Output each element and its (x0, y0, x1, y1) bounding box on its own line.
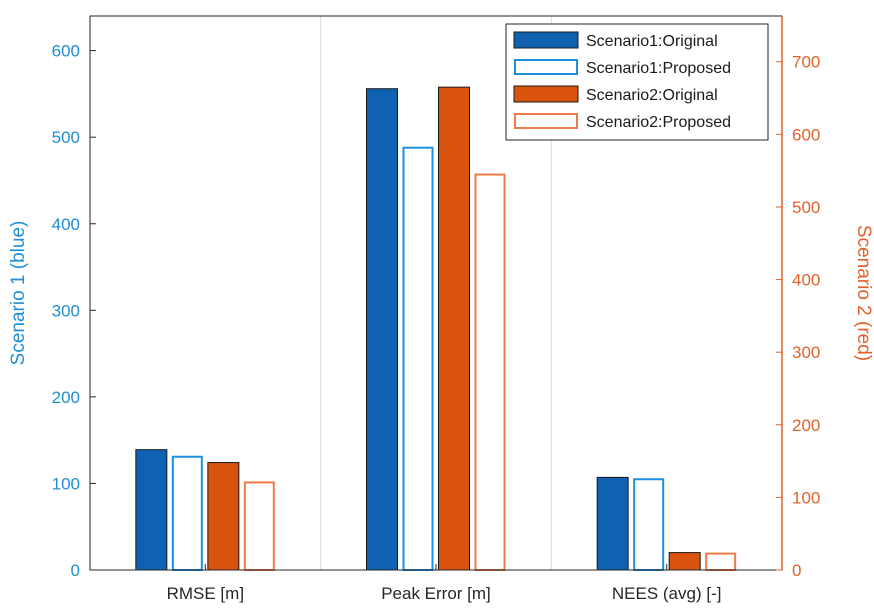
right-tick-label: 0 (792, 561, 801, 580)
left-axis-label: Scenario 1 (blue) (8, 221, 29, 366)
bar-scenario1-proposed-2 (633, 478, 665, 571)
x-tick-label: Peak Error [m] (381, 584, 491, 603)
legend: Scenario1:Original Scenario1:Proposed Scen… (505, 23, 769, 141)
x-tick-label: RMSE [m] (167, 584, 244, 603)
bar-scenario1-proposed-1 (402, 146, 434, 571)
bar-scenario2-original-1 (438, 86, 470, 571)
legend-entry-label: Scenario2:Original (586, 87, 718, 104)
left-tick-label: 600 (52, 42, 80, 61)
left-tick-label: 0 (71, 561, 80, 580)
bar-scenario1-proposed-0 (171, 455, 203, 571)
right-tick-label: 600 (792, 125, 820, 144)
right-axis-label: Scenario 2 (red) (853, 225, 874, 361)
right-tick-label: 100 (792, 488, 820, 507)
bar-scenario2-original-2 (668, 552, 701, 571)
right-tick-label: 300 (792, 343, 820, 362)
right-tick-label: 500 (792, 198, 820, 217)
bar-scenario1-original-1 (366, 88, 398, 571)
left-tick-label: 500 (52, 128, 80, 147)
legend-entry-label: Scenario1:Proposed (586, 60, 731, 77)
left-y-axis: 0 100 200 300 400 500 600 (52, 42, 96, 580)
bar-scenario2-proposed-0 (243, 481, 275, 572)
bar-scenario2-original-0 (207, 462, 240, 571)
bar-scenario1-original-0 (135, 449, 168, 571)
legend-swatch (513, 31, 579, 49)
left-tick-label: 400 (52, 215, 80, 234)
right-tick-label: 200 (792, 416, 820, 435)
left-tick-label: 100 (52, 474, 80, 493)
bar-scenario1-original-2 (596, 476, 629, 571)
legend-swatch (513, 85, 579, 103)
right-y-axis: 0 100 200 300 400 500 600 700 (776, 16, 820, 580)
x-tick-label: NEES (avg) [-] (612, 584, 722, 603)
right-tick-label: 400 (792, 271, 820, 290)
bars (135, 86, 737, 572)
bar-scenario2-proposed-1 (474, 173, 506, 571)
x-axis: RMSE [m] Peak Error [m] NEES (avg) [-] (167, 564, 722, 603)
legend-entry-label: Scenario1:Original (586, 33, 718, 50)
legend-swatch (514, 113, 578, 129)
left-tick-label: 300 (52, 301, 80, 320)
left-tick-label: 200 (52, 388, 80, 407)
right-tick-label: 700 (792, 53, 820, 72)
legend-entry-label: Scenario2:Proposed (586, 114, 731, 131)
bar-scenario2-proposed-2 (705, 552, 737, 571)
legend-swatch (514, 59, 578, 75)
